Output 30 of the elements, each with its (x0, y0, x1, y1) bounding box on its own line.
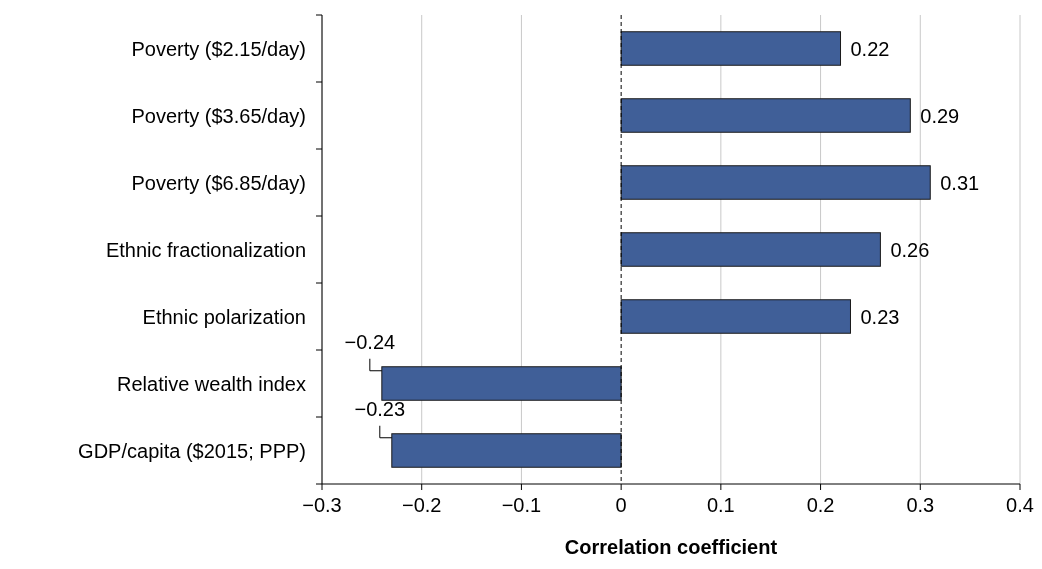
bar (381, 366, 622, 401)
data-label: −0.24 (344, 330, 396, 353)
x-tick-label: 0.2 (806, 494, 835, 516)
y-tick-label: GDP/capita ($2015; PPP) (78, 439, 306, 462)
bar (620, 165, 931, 200)
bar (620, 98, 911, 133)
bar (620, 299, 851, 334)
y-tick-label: Relative wealth index (117, 372, 306, 395)
data-label: 0.22 (850, 37, 890, 60)
data-label: 0.26 (890, 238, 930, 261)
y-tick-label: Ethnic polarization (142, 305, 306, 328)
data-label: 0.29 (920, 104, 960, 127)
x-tick-label: −0.2 (401, 494, 442, 516)
bar (620, 31, 842, 66)
x-axis-title: Correlation coefficient (564, 536, 778, 558)
x-tick-label: 0.1 (706, 494, 735, 516)
bar (620, 232, 881, 267)
x-tick-label: −0.3 (302, 494, 342, 516)
x-tick-label: 0.4 (1006, 494, 1034, 516)
y-tick-label: Poverty ($2.15/day) (131, 37, 306, 60)
y-tick-label: Poverty ($3.65/day) (131, 104, 306, 127)
y-tick-label: Poverty ($6.85/day) (131, 171, 306, 194)
data-label: −0.23 (354, 397, 406, 420)
x-tick-label: 0 (615, 494, 627, 516)
data-label: 0.31 (940, 171, 980, 194)
x-tick-label: −0.1 (501, 494, 542, 516)
data-label: 0.23 (860, 305, 900, 328)
y-tick-label: Ethnic fractionalization (105, 238, 306, 261)
x-tick-label: 0.3 (906, 494, 935, 516)
bar (391, 433, 622, 468)
